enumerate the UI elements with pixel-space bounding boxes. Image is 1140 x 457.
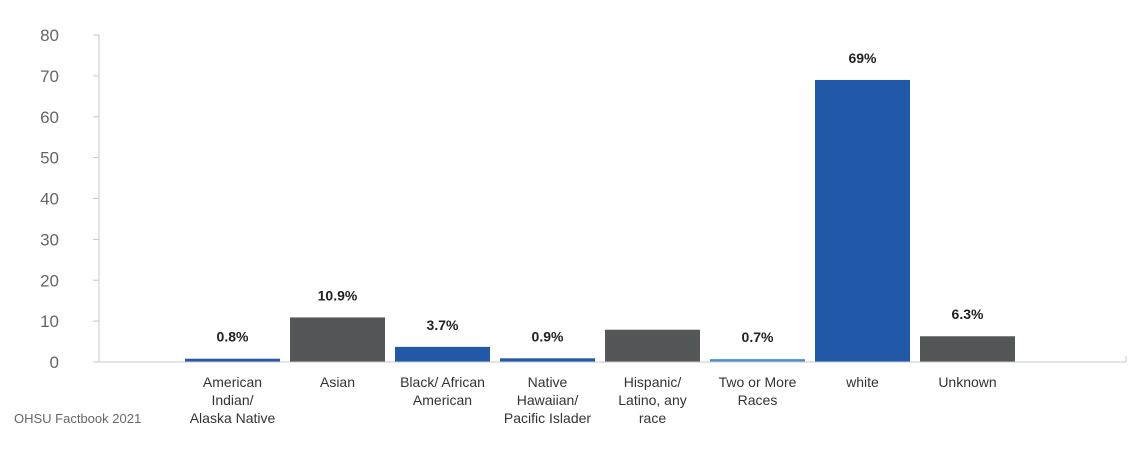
- y-tick-label: 80: [40, 26, 59, 45]
- bar: [605, 329, 700, 362]
- bar: [395, 346, 490, 362]
- data-label: 0.8%: [217, 329, 249, 345]
- bar: [920, 336, 1015, 362]
- category-label: Black/ African American: [400, 374, 485, 408]
- bar: [500, 358, 595, 362]
- data-label: 3.7%: [427, 317, 459, 333]
- category-label: Unknown: [938, 374, 996, 390]
- y-tick-label: 50: [40, 149, 59, 168]
- bar: [710, 359, 805, 362]
- data-label: 0.9%: [532, 328, 564, 344]
- data-label: 69%: [848, 50, 877, 66]
- category-label: American Indian/Alaska Native: [190, 374, 276, 426]
- x-axis: [99, 356, 1127, 363]
- category-label: Asian: [320, 374, 355, 390]
- y-tick-label: 60: [40, 108, 59, 127]
- bar: [290, 317, 385, 362]
- y-tick-label: 10: [40, 312, 59, 331]
- category-label: Two or More Races: [719, 374, 797, 408]
- source-note: OHSU Factbook 2021: [14, 411, 142, 426]
- data-label: 6.3%: [952, 306, 984, 322]
- y-tick-label: 40: [40, 190, 59, 209]
- category-label: Native Hawaiian/Pacific Islader: [504, 374, 591, 426]
- bar: [185, 358, 280, 362]
- y-axis: 0 10 20 30 40 50 60 70 80: [40, 26, 100, 372]
- bars: [185, 79, 1015, 363]
- y-tick-label: 20: [40, 271, 59, 290]
- y-tick-label: 0: [50, 353, 59, 372]
- category-label: white: [845, 374, 879, 390]
- y-tick-label: 30: [40, 230, 59, 249]
- bar: [815, 79, 910, 363]
- data-label: 0.7%: [742, 329, 774, 345]
- data-labels: 0.8% 10.9% 3.7% 0.9% 0.7% 69% 6.3%: [217, 50, 984, 345]
- category-label: Hispanic/Latino, any race: [618, 374, 687, 426]
- data-label: 10.9%: [318, 287, 358, 303]
- y-tick-label: 70: [40, 67, 59, 86]
- category-labels: American Indian/Alaska Native Asian Black/ …: [190, 374, 997, 426]
